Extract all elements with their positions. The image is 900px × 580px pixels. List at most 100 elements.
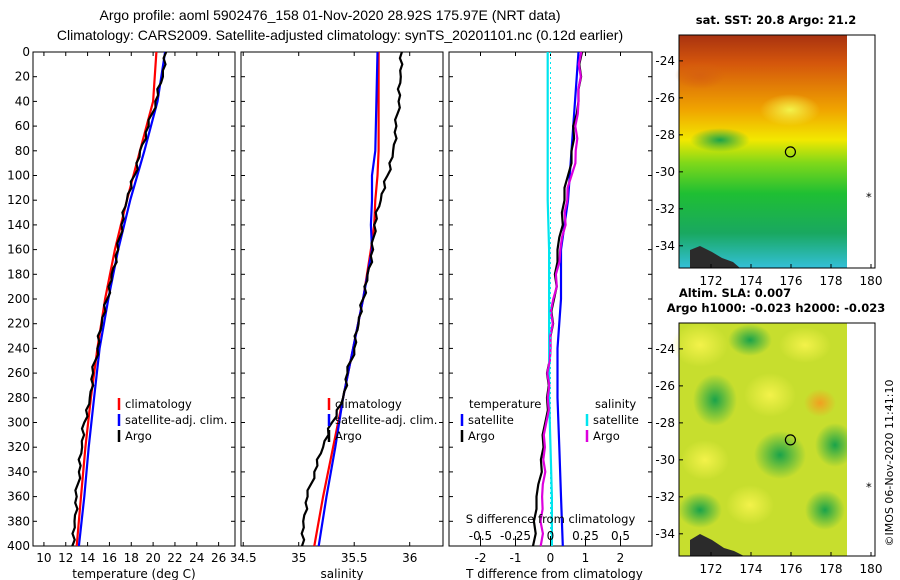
figure-title-line1: Argo profile: aoml 5902476_158 01-Nov-20… [99,7,560,23]
map-x-tick-label: 180 [860,274,883,288]
sla-map-subtitle: Argo h1000: -0.023 h2000: -0.023 [667,301,886,315]
map-y-tick-label: -28 [655,416,675,430]
depth-tick-label: 200 [7,292,30,306]
series-salinity-satellite [546,52,553,546]
sla-map-ticks: 172 174 176 178 180 -24 -26 -28 -30 -32 -34 [655,342,882,576]
sla-nodata-strip [847,323,875,556]
series-argo [300,51,404,547]
sla-island-glyph: * [866,480,872,494]
map-y-tick-label: -32 [655,202,675,216]
map-y-tick-label: -28 [655,128,675,142]
x-tick-label: 22 [167,551,182,565]
sst-map-title: sat. SST: 20.8 Argo: 21.2 [696,13,856,27]
sst-map-ticks: 172 174 176 178 180 -24 -26 -28 -30 -32 -34 [655,54,882,288]
sla-frame [678,322,876,557]
series-satellite-adj-clim- [77,51,167,547]
depth-tick-label: 20 [15,70,30,84]
depth-tick-label: 280 [7,391,30,405]
figure-title-line2: Climatology: CARS2009. Satellite-adjuste… [57,27,623,43]
x-tick-label: -2 [475,551,487,565]
depth-tick-label: 160 [7,243,30,257]
sst-frame [678,34,876,269]
sst-warm-patch [675,61,725,89]
x-tick-label: 24 [189,551,204,565]
map-x-tick-label: 180 [860,562,883,576]
legend-label-argo: Argo [335,429,362,443]
sst-map: sat. SST: 20.8 Argo: 21.2 * 172 174 176 178… [655,13,882,288]
sal-tick-label: 0.5 [611,529,630,543]
sal-tick-label: -0.5 [469,529,492,543]
series-climatology [313,52,380,547]
depth-tick-label: 40 [15,94,30,108]
legend-label-temp-argo: Argo [468,429,495,443]
sst-coast [690,246,740,268]
legend-header-salinity: salinity [595,397,636,411]
panel-frame-1 [32,51,236,547]
depth-tick-label: 60 [15,119,30,133]
sst-nodata-strip [847,35,875,268]
x-tick-label: 34.5 [230,551,257,565]
x-tick-label: 26 [211,551,226,565]
depth-tick-label: 400 [7,539,30,553]
legend-label-sal-sat: satellite [593,413,639,427]
x-tick-label: 35.5 [341,551,368,565]
x-tick-label: 36 [402,551,417,565]
depth-tick-label: 80 [15,144,30,158]
legend-label-argo: Argo [125,429,152,443]
legend-label-climatology: climatology [335,397,402,411]
sst-green-patch [690,128,750,152]
x-axis-label: salinity [320,567,363,580]
depth-tick-label: 380 [7,514,30,528]
sal-axis-label: S difference from climatology [466,512,636,526]
map-y-tick-label: -26 [655,379,675,393]
x-tick-label: -1 [510,551,522,565]
sla-map: Altim. SLA: 0.007 Argo h1000: -0.023 h20… [655,286,885,576]
map-y-tick-label: -34 [655,239,675,253]
legend-label-sal-argo: Argo [593,429,620,443]
depth-tick-label: 240 [7,341,30,355]
map-y-tick-label: -24 [655,54,675,68]
legend-label-climatology: climatology [125,397,192,411]
sal-tick-label: 0.25 [572,529,599,543]
legend-header-temperature: temperature [469,397,541,411]
x-tick-label: 1 [582,551,590,565]
x-tick-label: 10 [36,551,51,565]
map-x-tick-label: 172 [700,274,723,288]
map-y-tick-label: -30 [655,453,675,467]
x-axis-label: temperature (deg C) [72,567,195,580]
map-x-tick-label: 178 [820,274,843,288]
imos-credit: ©IMOS 06-Nov-2020 11:41:10 [883,380,896,547]
sla-anomaly-blobs [672,323,855,530]
x-tick-label: 18 [124,551,139,565]
map-y-tick-label: -34 [655,527,675,541]
x-tick-label: 0 [547,551,555,565]
sst-island-glyph: * [866,190,872,204]
sla-coast [690,534,744,556]
map-x-tick-label: 172 [700,562,723,576]
depth-tick-label: 340 [7,465,30,479]
series-argo [71,51,168,547]
sla-map-title: Altim. SLA: 0.007 [679,286,791,300]
depth-tick-label: 220 [7,317,30,331]
depth-tick-label: 320 [7,440,30,454]
x-tick-label: 16 [102,551,117,565]
x-tick-label: 2 [617,551,625,565]
depth-tick-label: 120 [7,193,30,207]
legend-label-satellite: satellite-adj. clim. [125,413,227,427]
map-x-tick-label: 176 [780,274,803,288]
map-x-tick-label: 174 [740,562,763,576]
sal-tick-label: 0 [547,529,555,543]
x-axis-label: T difference from climatology [465,567,643,580]
sal-tick-label: -0.25 [500,529,531,543]
map-x-tick-label: 178 [820,562,843,576]
depth-tick-label: 100 [7,169,30,183]
series-temperature-satellite [556,51,580,547]
x-tick-label: 20 [145,551,160,565]
x-tick-label: 14 [80,551,95,565]
map-x-tick-label: 176 [780,562,803,576]
map-x-tick-label: 174 [740,274,763,288]
map-y-tick-label: -26 [655,91,675,105]
sst-argo-marker [784,146,797,158]
depth-tick-label: 260 [7,366,30,380]
